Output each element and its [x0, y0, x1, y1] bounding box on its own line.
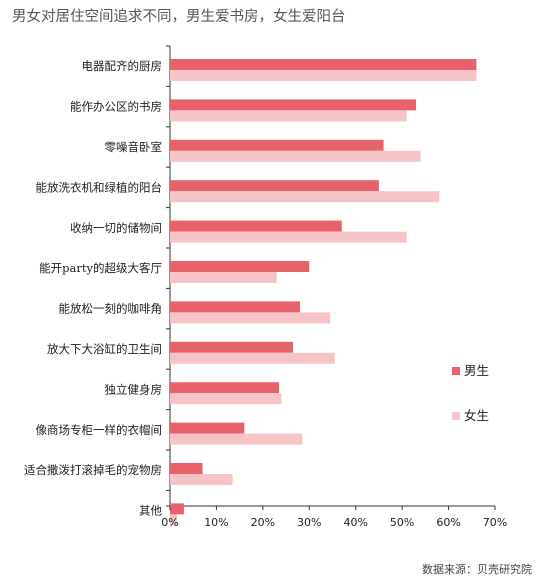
bar-male: [170, 301, 300, 313]
x-tick-label: 20%: [251, 516, 275, 529]
bar-male: [170, 463, 203, 474]
bar-female: [170, 312, 331, 324]
bar-female: [170, 231, 407, 243]
x-tick-label: 60%: [436, 516, 460, 529]
category-label: 收纳一切的储物间: [70, 221, 162, 235]
bar-female: [170, 191, 440, 203]
legend-label-male: 男生: [464, 363, 489, 378]
bar-male: [170, 220, 342, 232]
bar-male: [170, 503, 184, 515]
category-label: 能放洗衣机和绿植的阳台: [36, 180, 163, 194]
data-source-note: 数据来源：贝壳研究院: [422, 563, 532, 576]
bar-male: [170, 422, 245, 434]
x-tick-label: 50%: [390, 516, 414, 529]
category-label: 其他: [139, 504, 162, 518]
category-label: 放大下大浴缸的卫生间: [47, 342, 162, 356]
bar-female: [170, 150, 421, 162]
bar-female: [170, 352, 335, 364]
legend-label-female: 女生: [464, 408, 489, 423]
x-tick-label: 30%: [297, 516, 321, 529]
bar-female: [170, 514, 177, 526]
category-label: 电器配齐的厨房: [82, 59, 163, 73]
x-tick-label: 10%: [204, 516, 228, 529]
bar-female: [170, 393, 282, 405]
category-label: 适合撒泼打滚掉毛的宠物房: [24, 463, 162, 477]
chart-title: 男女对居住空间追求不同，男生爱书房，女生爱阳台: [12, 9, 346, 25]
category-label: 能开party的超级大客厅: [39, 261, 162, 275]
x-tick-label: 0%: [161, 516, 178, 529]
bar-male: [170, 341, 294, 353]
bar-female: [170, 110, 407, 122]
bar-female: [170, 474, 233, 485]
bar-male: [170, 261, 310, 272]
x-tick-label: 40%: [343, 516, 367, 529]
bar-female: [170, 272, 277, 283]
legend-swatch-male: [452, 367, 460, 375]
x-tick-label: 70%: [483, 516, 507, 529]
bar-female: [170, 70, 477, 81]
bar-male: [170, 180, 379, 192]
bar-male: [170, 382, 280, 394]
bar-male: [170, 139, 384, 151]
category-label: 零噪音卧室: [105, 140, 163, 154]
category-label: 像商场专柜一样的衣帽间: [36, 423, 163, 437]
bar-male: [170, 99, 417, 111]
bar-female: [170, 433, 303, 445]
legend-swatch-female: [452, 412, 460, 420]
category-label: 能作办公区的书房: [70, 100, 162, 114]
category-label: 能放松一刻的咖啡角: [59, 302, 163, 316]
category-label: 独立健身房: [105, 382, 163, 396]
bar-male: [170, 59, 477, 70]
